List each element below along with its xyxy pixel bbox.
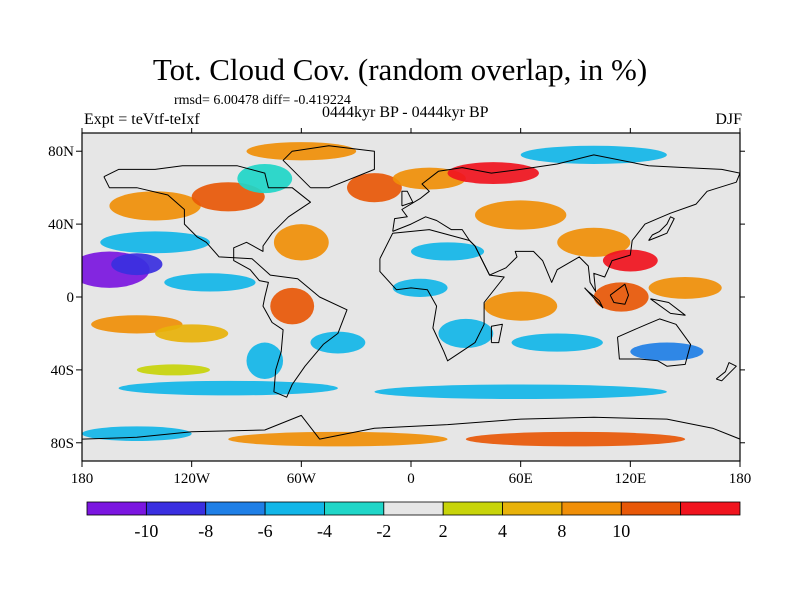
- colorbar-label: 2: [439, 521, 448, 541]
- colorbar-swatch: [561, 501, 622, 516]
- colorbar-label: -2: [376, 521, 391, 541]
- experiment-label: Expt = teVtf-teIxf: [84, 111, 200, 128]
- x-tick-label: 60E: [509, 471, 533, 487]
- map-title: Tot. Cloud Cov. (random overlap, in %): [152, 52, 648, 87]
- anomaly-region: [191, 182, 265, 212]
- anomaly-region: [465, 431, 686, 447]
- colorbar-label: -8: [198, 521, 213, 541]
- anomaly-region: [474, 200, 567, 230]
- anomaly-region: [630, 342, 704, 361]
- colorbar-swatch: [383, 501, 444, 516]
- colorbar-label: 10: [612, 521, 630, 541]
- anomaly-region: [484, 291, 558, 321]
- y-tick-label: 80S: [51, 436, 74, 452]
- colorbar-swatch: [145, 501, 207, 516]
- anomaly-region: [511, 333, 603, 352]
- anomaly-region: [82, 426, 192, 441]
- anomaly-region: [109, 191, 201, 221]
- y-tick-label: 40S: [51, 363, 74, 379]
- colorbar-label: 4: [498, 521, 507, 541]
- y-tick-label: 0: [67, 290, 75, 306]
- colorbar-swatch: [502, 501, 563, 516]
- x-tick-label: 180: [729, 471, 752, 487]
- coastline: [103, 165, 348, 398]
- anomaly-region: [273, 224, 329, 261]
- anomaly-region: [136, 364, 210, 376]
- anomaly-region: [593, 282, 649, 312]
- period-label: 0444kyr BP - 0444kyr BP: [322, 104, 489, 121]
- colorbar-swatch: [620, 501, 682, 516]
- coastline: [82, 414, 740, 440]
- anomaly-region: [310, 331, 366, 354]
- anomaly-region: [648, 276, 722, 299]
- anomaly-region: [246, 342, 284, 379]
- anomaly-region: [557, 227, 631, 257]
- coastline: [609, 283, 629, 305]
- map-axes: 180 120W 60W 0 60E 120E 180 80N 40N 0 40S 80S: [48, 128, 751, 487]
- x-tick-label: 180: [71, 471, 94, 487]
- anomaly-region: [111, 253, 163, 276]
- coastlines: [82, 145, 740, 440]
- anomaly-region: [411, 242, 485, 261]
- anomaly-region: [155, 324, 229, 343]
- colorbar-swatch: [680, 501, 741, 516]
- x-tick-label: 120W: [173, 471, 211, 487]
- anomaly-region: [100, 231, 210, 254]
- x-tick-label: 60W: [287, 471, 317, 487]
- anomaly-region: [602, 249, 658, 272]
- coastline: [401, 190, 414, 207]
- coastline: [490, 323, 503, 344]
- anomaly-region: [228, 431, 448, 447]
- x-tick-label: 120E: [614, 471, 646, 487]
- anomaly-region: [347, 173, 402, 203]
- colorbar-swatch: [324, 501, 385, 516]
- colorbar-swatch: [86, 501, 147, 516]
- season-label: DJF: [715, 111, 742, 128]
- anomaly-region: [164, 273, 256, 292]
- colorbar-label: -6: [258, 521, 273, 541]
- anomaly-region: [438, 318, 494, 349]
- anomaly-region: [91, 315, 183, 334]
- anomaly-region: [237, 163, 293, 194]
- colorbar-label: -4: [317, 521, 332, 541]
- coastline: [715, 362, 737, 382]
- coastline: [648, 216, 675, 241]
- colorbar-swatch: [205, 501, 266, 516]
- colorbar-swatch: [264, 501, 325, 516]
- coastline: [584, 287, 604, 309]
- anomaly-region: [246, 142, 357, 161]
- anomaly-region: [392, 278, 448, 297]
- coastline: [617, 318, 692, 367]
- y-tick-label: 80N: [48, 144, 74, 160]
- colorbar-label: 8: [557, 521, 566, 541]
- statistics-label: rmsd= 6.00478 diff= -0.419224: [174, 93, 351, 108]
- anomaly-region: [270, 287, 315, 325]
- x-tick-label: 0: [407, 471, 415, 487]
- colorbar: -10 -8 -6 -4 -2 2 4 8 10: [86, 501, 741, 541]
- anomaly-region: [374, 384, 667, 400]
- anomaly-region: [118, 380, 338, 396]
- colorbar-label: -10: [134, 521, 158, 541]
- coastline: [379, 229, 505, 362]
- coastline: [650, 298, 686, 316]
- y-tick-label: 40N: [48, 217, 74, 233]
- colorbar-swatch: [442, 501, 503, 516]
- coastline: [282, 145, 375, 189]
